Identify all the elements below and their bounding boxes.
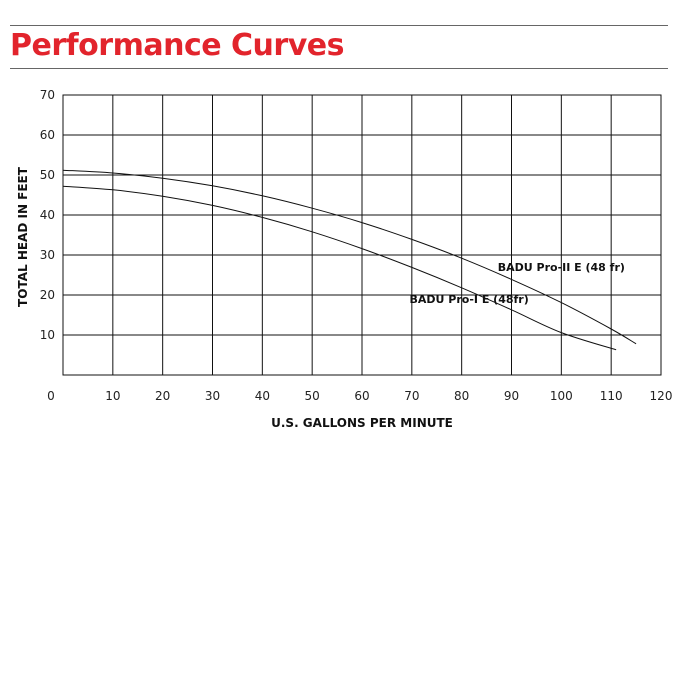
x-tick-label-20: 20 bbox=[155, 389, 170, 403]
chart-series bbox=[62, 169, 637, 351]
y-axis-ticks: 10 20 30 40 50 60 70 bbox=[40, 88, 55, 342]
series-label-2: BADU Pro-I E (48fr) bbox=[410, 293, 529, 306]
y-tick-label-30: 30 bbox=[40, 248, 55, 262]
page-title: Performance Curves bbox=[10, 28, 344, 63]
x-tick-label-40: 40 bbox=[255, 389, 270, 403]
plot-frame bbox=[62, 94, 662, 376]
series-labels: BADU Pro-II E (48 fr) BADU Pro-I E (48fr) bbox=[410, 261, 625, 306]
y-tick-label-20: 20 bbox=[40, 288, 55, 302]
y-tick-label-10: 10 bbox=[40, 328, 55, 342]
x-tick-label-30: 30 bbox=[205, 389, 220, 403]
x-axis-ticks: 0 10 20 30 40 50 60 70 80 90 100 110 120 bbox=[47, 389, 672, 403]
y-tick-label-70: 70 bbox=[40, 88, 55, 102]
x-tick-label-90: 90 bbox=[504, 389, 519, 403]
x-tick-label-0: 0 bbox=[47, 389, 55, 403]
y-tick-label-60: 60 bbox=[40, 128, 55, 142]
y-tick-label-50: 50 bbox=[40, 168, 55, 182]
y-tick-label-40: 40 bbox=[40, 208, 55, 222]
x-tick-label-50: 50 bbox=[305, 389, 320, 403]
title-bottom-rule bbox=[10, 68, 668, 69]
series-line-1 bbox=[62, 169, 637, 345]
y-axis-title: TOTAL HEAD IN FEET bbox=[16, 166, 30, 307]
series-label-1: BADU Pro-II E (48 fr) bbox=[498, 261, 625, 274]
x-tick-label-10: 10 bbox=[105, 389, 120, 403]
x-axis-title: U.S. GALLONS PER MINUTE bbox=[271, 416, 453, 430]
x-tick-label-120: 120 bbox=[650, 389, 673, 403]
x-tick-label-100: 100 bbox=[550, 389, 573, 403]
x-tick-label-80: 80 bbox=[454, 389, 469, 403]
x-tick-label-110: 110 bbox=[600, 389, 623, 403]
title-top-rule bbox=[10, 25, 668, 26]
series-line-2 bbox=[62, 185, 617, 351]
x-tick-label-70: 70 bbox=[404, 389, 419, 403]
chart-grid bbox=[62, 94, 662, 376]
x-tick-label-60: 60 bbox=[354, 389, 369, 403]
